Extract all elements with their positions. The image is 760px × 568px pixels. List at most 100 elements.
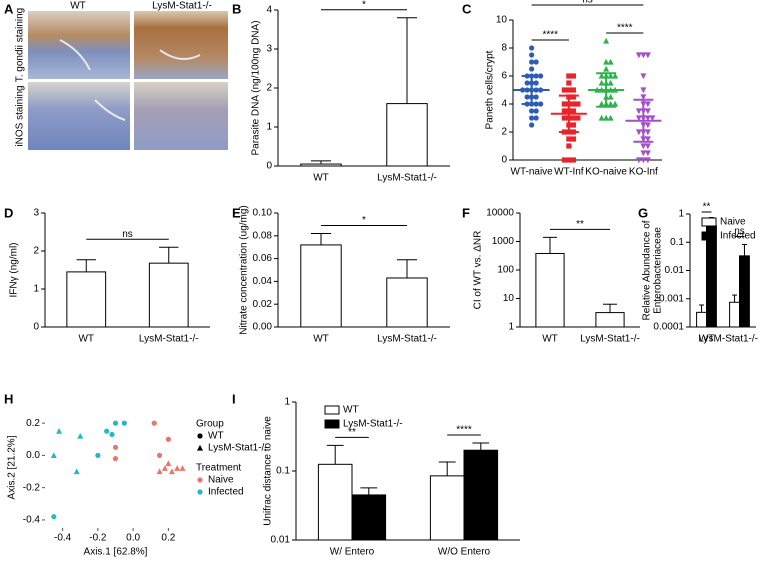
bar: [300, 163, 342, 167]
legend-label: WT: [208, 431, 224, 442]
y-tick-label: 2: [266, 83, 272, 94]
data-point: [575, 115, 581, 121]
y-tick-label: -0.4: [23, 515, 41, 526]
data-point: [73, 468, 80, 475]
x-tick-label: KO-Inf: [629, 167, 658, 178]
panel-label: H: [4, 391, 13, 406]
legend-label: WT: [343, 405, 359, 416]
y-tick-label: 2: [33, 246, 39, 257]
data-point: [598, 79, 605, 86]
x-tick-label: 0.0: [126, 533, 140, 544]
x-tick-label: WT-naive: [511, 167, 554, 178]
legend-swatch: [324, 419, 340, 429]
y-axis-label: Relative Abundance of: [642, 220, 653, 320]
data-point: [524, 94, 530, 100]
data-point: [640, 157, 647, 164]
significance-label: **: [348, 427, 356, 438]
data-point: [612, 100, 619, 107]
y-tick-label: 100: [497, 265, 514, 276]
significance-label: ns: [734, 226, 745, 237]
data-point: [566, 73, 572, 79]
tissue-detail: [59, 39, 201, 121]
data-point: [644, 157, 651, 164]
y-tick-label: 4: [501, 99, 507, 110]
y-tick-label: 0.08: [253, 230, 273, 241]
data-point: [644, 150, 651, 157]
y-tick-label: 0: [266, 161, 272, 172]
y-tick-label: 3: [33, 208, 39, 219]
data-point: [570, 108, 576, 114]
legend-title: Group: [196, 419, 224, 430]
data-point: [165, 436, 171, 442]
x-tick-label: WT: [542, 334, 558, 345]
data-point: [533, 80, 539, 86]
y-tick-label: 1: [508, 322, 514, 333]
significance-label: ****: [542, 30, 558, 41]
data-point: [561, 108, 567, 114]
panel-label: C: [462, 1, 472, 16]
significance-label: *: [362, 0, 366, 10]
significance-label: ns: [122, 229, 133, 240]
data-point: [640, 143, 647, 150]
data-point: [109, 431, 115, 438]
data-point: [570, 122, 576, 128]
data-point: [165, 460, 172, 467]
y-axis-label: Axis.2 [21.2%]: [7, 435, 18, 499]
y-tick-label: 0.02: [253, 299, 273, 310]
y-tick-label: 0.10: [253, 208, 273, 219]
panel-label: G: [638, 205, 648, 220]
data-point: [603, 37, 610, 44]
significance-label: ns: [582, 0, 593, 6]
y-tick-label: 0.2: [26, 418, 40, 429]
data-point: [161, 465, 168, 471]
panel-label: A: [4, 1, 14, 16]
histology-image: [134, 11, 228, 79]
y-tick-label: 10000: [486, 208, 514, 219]
data-point: [649, 115, 656, 122]
x-tick-label: -0.4: [54, 533, 72, 544]
y-tick-label: 0.0: [26, 450, 40, 461]
bar: [148, 262, 189, 328]
data-point: [112, 456, 119, 462]
data-point: [533, 108, 539, 114]
significance-label: *: [362, 215, 366, 226]
panel-label: I: [232, 391, 236, 406]
data-point: [570, 157, 576, 163]
data-point: [156, 452, 163, 458]
y-tick-label: 0.06: [253, 253, 273, 264]
data-point: [95, 452, 101, 458]
data-point: [156, 468, 163, 475]
row-header: T. gondii staining: [15, 8, 26, 83]
x-tick-label: WT-Inf: [554, 167, 584, 178]
data-point: [644, 129, 651, 136]
data-point: [529, 122, 535, 128]
data-point: [644, 122, 651, 129]
legend-label: Infected: [208, 487, 244, 498]
data-point: [50, 452, 57, 458]
legend-label: Naive: [208, 475, 234, 486]
data-point: [603, 65, 610, 72]
data-point: [566, 136, 572, 142]
data-point: [644, 115, 651, 122]
x-tick-label: WT: [313, 334, 329, 345]
y-axis-label: IFNγ (ng/ml): [9, 243, 20, 298]
data-point: [77, 432, 84, 439]
x-tick-label: LysM-Stat1-/-: [377, 334, 437, 345]
data-point: [566, 157, 572, 163]
y-tick-label: 8: [501, 43, 507, 54]
row-header: iNOS staining: [15, 85, 26, 146]
data-point: [51, 514, 57, 520]
data-point: [168, 468, 175, 475]
data-point: [121, 420, 127, 426]
y-axis-label: Unifrac distance to naive: [263, 416, 274, 526]
bar: [535, 252, 565, 328]
bar: [595, 312, 625, 328]
y-tick-label: 0.00: [253, 322, 273, 333]
column-header: WT: [70, 1, 86, 12]
data-point: [598, 72, 605, 79]
data-point: [529, 115, 535, 121]
y-axis-label: Enterobacteriaceae: [653, 227, 664, 314]
legend-swatch: [701, 217, 717, 227]
data-point: [607, 100, 614, 107]
